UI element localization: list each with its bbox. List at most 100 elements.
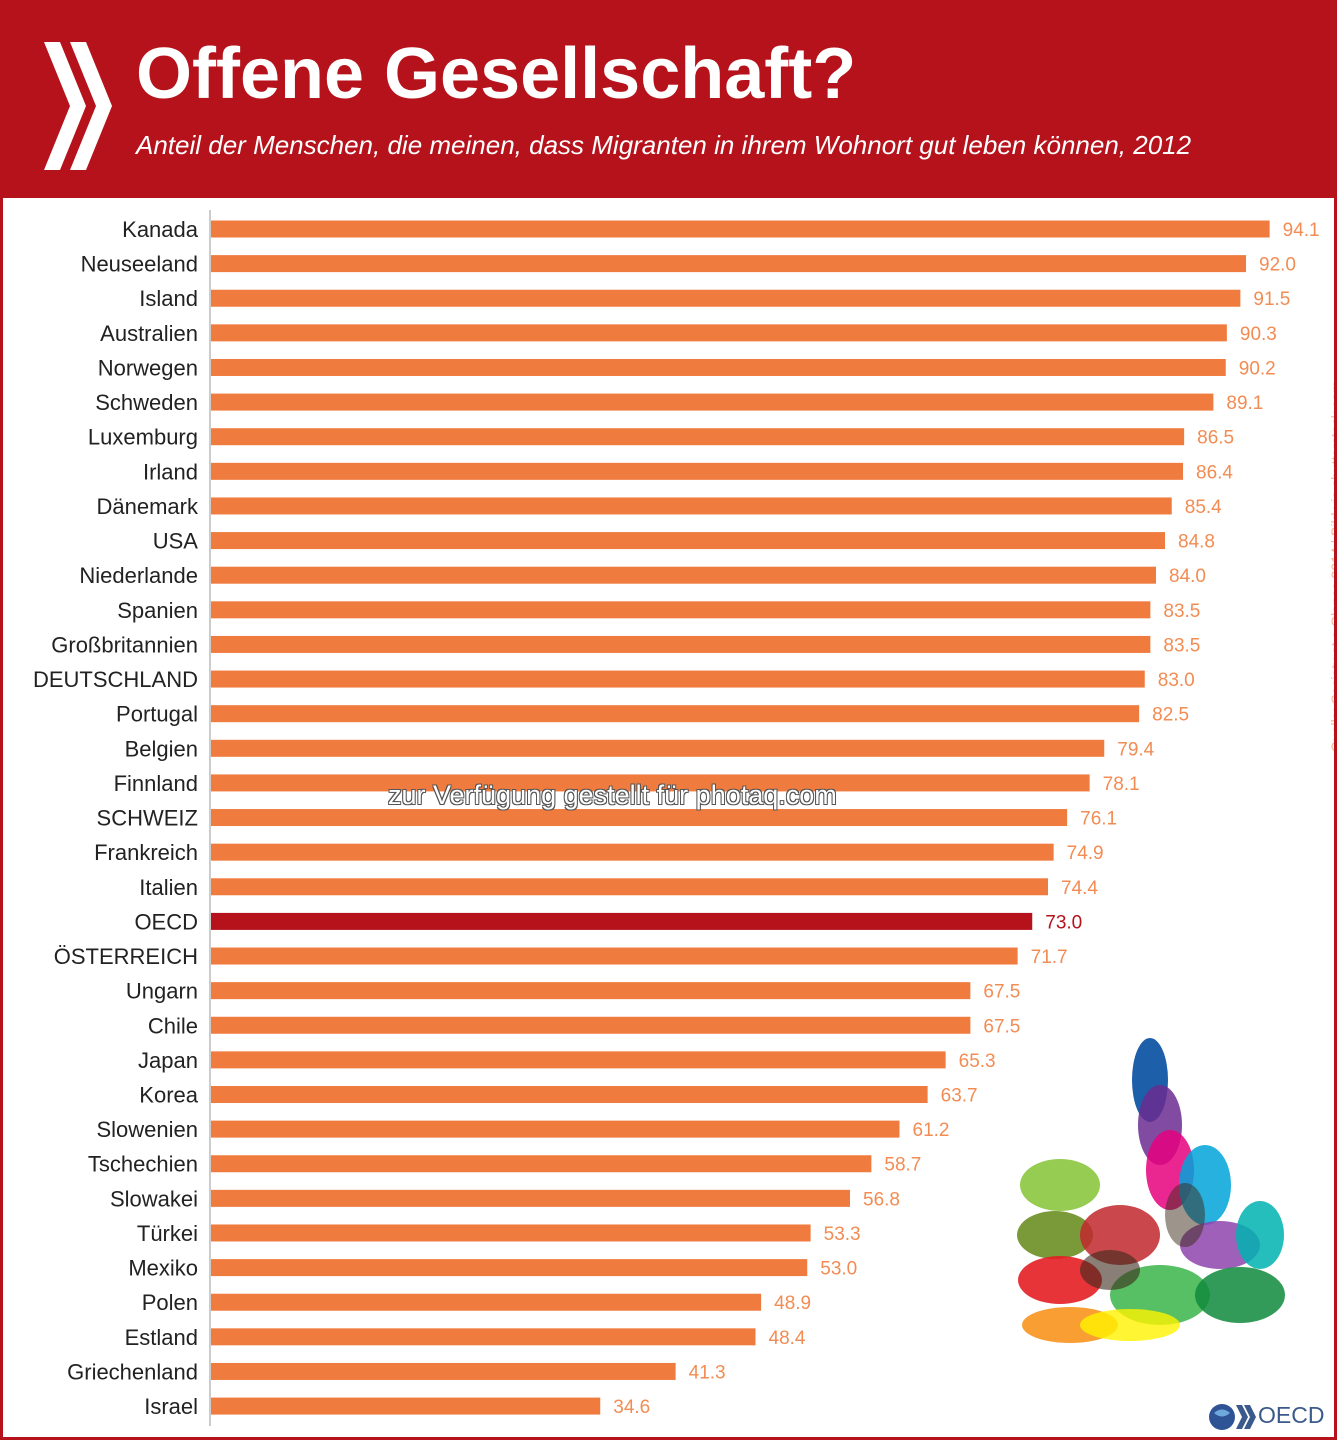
bar-2 <box>211 289 1241 307</box>
value-label: 79.4 <box>1117 739 1154 760</box>
value-label: 92.0 <box>1259 255 1296 276</box>
value-label: 84.8 <box>1178 532 1215 553</box>
oecd-globe-icon <box>1209 1404 1256 1430</box>
value-label: 94.1 <box>1283 220 1320 241</box>
category-label: Island <box>139 286 198 311</box>
category-label: Australien <box>100 321 198 346</box>
value-label: 86.4 <box>1196 462 1233 483</box>
bar-7 <box>211 462 1183 480</box>
bar-13 <box>211 670 1145 688</box>
bar-23 <box>211 1016 971 1034</box>
value-label: 76.1 <box>1080 809 1117 830</box>
bar-22 <box>211 982 971 1000</box>
bar-21 <box>211 947 1018 965</box>
category-label: Großbritannien <box>51 632 198 657</box>
bar-8 <box>211 497 1172 515</box>
value-label: 74.9 <box>1067 843 1104 864</box>
category-label: Belgien <box>125 736 198 761</box>
value-label: 53.0 <box>820 1259 857 1280</box>
category-label: ÖSTERREICH <box>54 944 198 969</box>
value-label: 48.4 <box>769 1328 806 1349</box>
chart-subtitle: Anteil der Menschen, die meinen, dass Mi… <box>136 130 1192 160</box>
value-label: 65.3 <box>959 1051 996 1072</box>
category-label: Israel <box>144 1394 198 1419</box>
chart-title: Offene Gesellschaft? <box>136 34 857 114</box>
value-label: 73.0 <box>1045 912 1082 933</box>
category-label: Finnland <box>114 771 198 796</box>
bar-30 <box>211 1259 808 1277</box>
category-label: Irland <box>143 459 198 484</box>
bar-15 <box>211 739 1105 757</box>
category-label: Türkei <box>137 1221 198 1246</box>
bar-1 <box>211 255 1246 273</box>
bar-19 <box>211 878 1048 896</box>
bar-29 <box>211 1224 811 1242</box>
bar-3 <box>211 324 1227 342</box>
category-label: Niederlande <box>79 563 198 588</box>
category-label: Portugal <box>116 702 198 727</box>
bar-11 <box>211 601 1151 619</box>
category-label: Norwegen <box>98 355 198 380</box>
value-label: 90.3 <box>1240 324 1277 345</box>
value-label: 74.4 <box>1061 878 1098 899</box>
chevron-logo-icon <box>44 42 112 170</box>
bar-5 <box>211 393 1214 411</box>
thumbs-up-icon <box>1017 1038 1285 1343</box>
value-label: 82.5 <box>1152 705 1189 726</box>
value-label: 48.9 <box>774 1293 811 1314</box>
category-label: OECD <box>134 909 198 934</box>
value-label: 83.5 <box>1163 635 1200 656</box>
category-label: Schweden <box>95 390 198 415</box>
value-label: 78.1 <box>1103 774 1140 795</box>
category-label: Chile <box>148 1013 198 1038</box>
bar-28 <box>211 1189 850 1207</box>
category-label: Griechenland <box>67 1359 198 1384</box>
value-label: 90.2 <box>1239 358 1276 379</box>
value-label: 89.1 <box>1226 393 1263 414</box>
value-label: 91.5 <box>1253 289 1290 310</box>
value-label: 86.5 <box>1197 428 1234 449</box>
value-label: 58.7 <box>884 1155 921 1176</box>
bar-33 <box>211 1362 676 1380</box>
category-label: Spanien <box>117 598 198 623</box>
category-label: Tschechien <box>88 1152 198 1177</box>
bar-20 <box>211 912 1033 930</box>
category-label: Korea <box>139 1083 198 1108</box>
bar-chart: Kanada 94.1 Neuseeland 92.0 Island 91.5 Austra… <box>33 210 1320 1426</box>
bar-34 <box>211 1397 601 1415</box>
bar-24 <box>211 1051 946 1069</box>
category-label: Ungarn <box>126 979 198 1004</box>
category-label: Kanada <box>122 217 199 242</box>
watermark-text: zur Verfügung gestellt für photaq.com <box>388 780 837 810</box>
bar-0 <box>211 220 1270 238</box>
bar-6 <box>211 428 1185 446</box>
category-label: Dänemark <box>97 494 199 519</box>
value-label: 67.5 <box>983 1016 1020 1037</box>
category-label: Slowakei <box>110 1186 198 1211</box>
category-label: USA <box>153 529 199 554</box>
category-label: Polen <box>142 1290 198 1315</box>
value-label: 67.5 <box>983 982 1020 1003</box>
bar-10 <box>211 566 1156 584</box>
category-label: Slowenien <box>96 1117 198 1142</box>
bar-17 <box>211 809 1068 827</box>
value-label: 71.7 <box>1031 947 1068 968</box>
value-label: 85.4 <box>1185 497 1222 518</box>
bar-12 <box>211 635 1151 653</box>
value-label: 83.0 <box>1158 670 1195 691</box>
bar-14 <box>211 705 1140 723</box>
bar-32 <box>211 1328 756 1346</box>
category-label: Luxemburg <box>88 425 198 450</box>
category-label: SCHWEIZ <box>97 806 198 831</box>
value-label: 63.7 <box>941 1086 978 1107</box>
bar-26 <box>211 1120 900 1138</box>
bar-25 <box>211 1086 928 1103</box>
value-label: 41.3 <box>689 1362 726 1383</box>
value-label: 83.5 <box>1163 601 1200 622</box>
value-label: 61.2 <box>913 1120 950 1141</box>
category-label: Frankreich <box>94 840 198 865</box>
bar-27 <box>211 1155 872 1173</box>
value-label: 84.0 <box>1169 566 1206 587</box>
category-label: Italien <box>139 875 198 900</box>
